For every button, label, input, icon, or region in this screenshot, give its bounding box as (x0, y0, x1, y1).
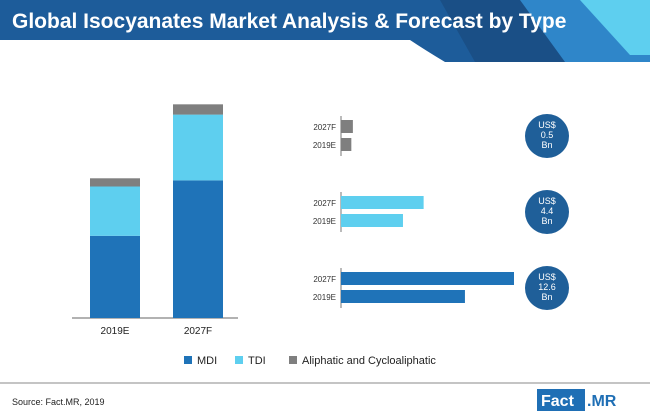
legend-swatch (289, 356, 297, 364)
legend-swatch (235, 356, 243, 364)
value-badge (525, 190, 569, 234)
hbar-2027F-aliphatic-and-cycloaliphatic (341, 120, 353, 133)
value-badge-text: Bn (541, 216, 552, 226)
value-badge-text: Bn (541, 140, 552, 150)
source-note: Source: Fact.MR, 2019 (12, 397, 105, 407)
bar-2019E-aliphatic-and-cycloaliphatic (90, 178, 140, 187)
value-badge-text: 0.5 (541, 130, 554, 140)
horizontal-bar-chart: 2027F2019EUS$0.5Bn2027F2019EUS$4.4Bn2027… (313, 114, 569, 310)
stacked-bar-chart: 2019E 2027F (72, 104, 238, 337)
logo-left-text: Fact (541, 393, 575, 410)
bar-2019E-mdi (90, 235, 140, 318)
factmr-logo: Fact .MR (537, 389, 617, 411)
legend-swatch (184, 356, 192, 364)
value-badge-text: US$ (538, 120, 556, 130)
legend: MDI TDI Aliphatic and Cycloaliphatic (184, 355, 436, 367)
chart-title: Global Isocyanates Market Analysis & For… (12, 10, 566, 33)
bar-2027F-mdi (173, 180, 223, 318)
logo-right-text: .MR (587, 393, 617, 410)
value-badge-text: 12.6 (538, 282, 556, 292)
value-badge-text: 4.4 (541, 206, 554, 216)
logo-box (537, 389, 585, 411)
x-tick-label: 2019E (101, 326, 130, 337)
hbar-2019E-tdi (341, 214, 403, 227)
bar-2027F-aliphatic-and-cycloaliphatic (173, 104, 223, 115)
legend-label: MDI (197, 355, 217, 367)
value-badge-text: US$ (538, 196, 556, 206)
y-tick-label: 2027F (313, 199, 336, 208)
legend-label: Aliphatic and Cycloaliphatic (302, 355, 436, 367)
y-tick-label: 2027F (313, 275, 336, 284)
hbar-2027F-tdi (341, 196, 424, 209)
bar-2027F-tdi (173, 114, 223, 181)
y-tick-label: 2019E (313, 217, 336, 226)
value-badge (525, 114, 569, 158)
value-badge-text: Bn (541, 292, 552, 302)
x-tick-label: 2027F (184, 326, 212, 337)
value-badge (525, 266, 569, 310)
bar-2019E-tdi (90, 186, 140, 236)
hbar-2019E-aliphatic-and-cycloaliphatic (341, 138, 352, 151)
value-badge-text: US$ (538, 272, 556, 282)
y-tick-label: 2019E (313, 141, 336, 150)
y-tick-label: 2019E (313, 293, 336, 302)
y-tick-label: 2027F (313, 123, 336, 132)
hbar-2027F-mdi (341, 272, 514, 285)
header-banner: Global Isocyanates Market Analysis & For… (0, 0, 650, 62)
hbar-2019E-mdi (341, 290, 465, 303)
legend-label: TDI (248, 355, 266, 367)
header-accent-light (580, 0, 650, 55)
